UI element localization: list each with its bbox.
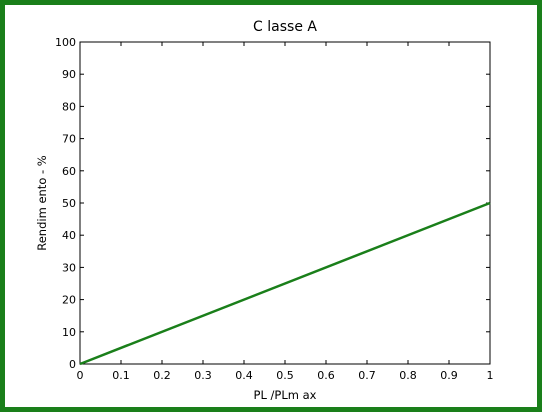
x-tick-label: 0.2 [153,369,171,382]
y-tick-label: 80 [62,100,76,113]
y-tick-label: 50 [62,197,76,210]
series-group [79,201,491,366]
plot-area [79,41,491,365]
y-tick-label: 20 [62,294,76,307]
y-axis-ticks: 0 10 20 30 40 50 60 70 80 90 100 [55,36,490,371]
x-axis-label: PL /PLm ax [254,388,317,402]
y-tick-label: 30 [62,261,76,274]
y-tick-label: 100 [55,36,76,49]
x-tick-label: 0.8 [399,369,417,382]
x-tick-label: 0 [77,369,84,382]
y-tick-label: 10 [62,326,76,339]
x-tick-label: 0.3 [194,369,212,382]
x-tick-label: 0.7 [358,369,376,382]
y-axis-label: Rendim ento - % [35,155,49,251]
series-line [79,201,491,366]
y-tick-label: 40 [62,229,76,242]
y-tick-label: 0 [69,358,76,371]
chart-title: C lasse A [253,19,317,35]
y-tick-label: 90 [62,68,76,81]
x-tick-label: 0.4 [235,369,253,382]
y-tick-label: 70 [62,133,76,146]
x-tick-label: 0.5 [276,369,294,382]
y-tick-label: 60 [62,165,76,178]
x-tick-label: 0.6 [317,369,335,382]
x-tick-label: 0.1 [112,369,130,382]
x-axis-ticks: 0 0.1 0.2 0.3 0.4 0.5 0.6 0.7 0.8 0.9 1 [77,42,494,382]
x-tick-label: 1 [487,369,494,382]
x-tick-label: 0.9 [440,369,458,382]
